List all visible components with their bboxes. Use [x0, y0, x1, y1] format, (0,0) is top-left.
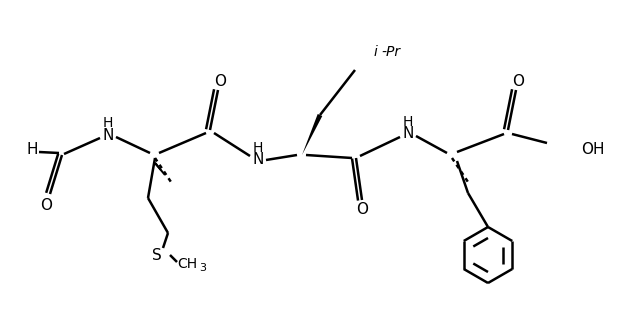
Text: N: N	[403, 126, 413, 141]
Text: N: N	[252, 152, 264, 167]
Text: OH: OH	[581, 143, 605, 158]
Text: H: H	[26, 143, 38, 158]
Text: H: H	[253, 141, 263, 155]
Text: S: S	[152, 248, 162, 262]
Text: O: O	[214, 74, 226, 89]
Text: CH: CH	[177, 257, 197, 271]
Text: O: O	[40, 198, 52, 214]
Text: H: H	[403, 115, 413, 129]
Text: 3: 3	[200, 263, 207, 273]
Text: H: H	[103, 116, 113, 130]
Text: O: O	[512, 74, 524, 89]
Text: -Pr: -Pr	[381, 45, 400, 59]
Text: i: i	[373, 45, 377, 59]
Text: N: N	[102, 127, 114, 143]
Text: O: O	[356, 203, 368, 217]
Polygon shape	[302, 114, 323, 155]
